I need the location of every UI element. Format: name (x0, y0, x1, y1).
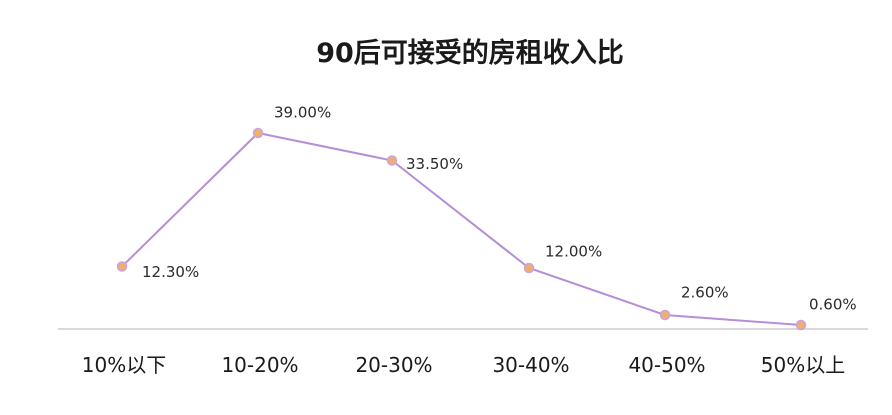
data-label: 12.00% (545, 243, 602, 261)
x-tick-label-group: 10%以下 10-20% 20-30% 30-40% 40-50% 50%以上 (82, 353, 845, 377)
data-point (116, 261, 128, 272)
x-tick-label: 10-20% (221, 353, 298, 377)
x-tick-label: 20-30% (355, 353, 432, 377)
data-label-group: 12.30% 39.00% 33.50% 12.00% 2.60% 0.60% (142, 104, 857, 314)
x-tick-label: 40-50% (628, 353, 705, 377)
x-tick-label: 10%以下 (82, 353, 166, 377)
data-label: 0.60% (809, 296, 857, 314)
series-group (116, 127, 807, 331)
data-point (659, 309, 671, 321)
data-point (523, 262, 535, 274)
series-line (121, 131, 802, 326)
data-label: 33.50% (406, 155, 463, 173)
data-point (252, 127, 264, 139)
chart-title: 90后可接受的房租收入比 (316, 37, 624, 69)
data-point (386, 155, 398, 166)
data-point (795, 319, 807, 331)
data-label: 2.60% (681, 284, 729, 302)
data-label: 12.30% (142, 263, 199, 281)
x-tick-label: 30-40% (492, 353, 569, 377)
data-label: 39.00% (274, 104, 331, 122)
x-tick-label: 50%以上 (761, 353, 845, 377)
